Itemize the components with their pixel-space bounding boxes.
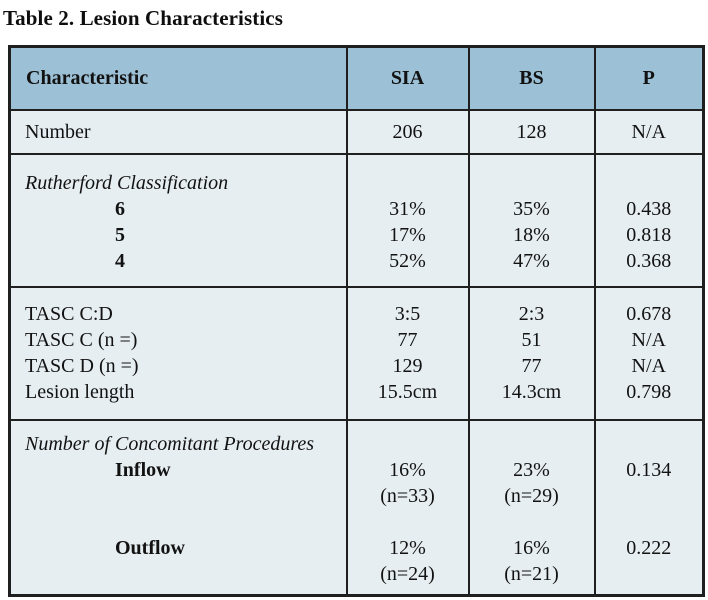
header-row: Characteristic SIA BS P xyxy=(8,45,705,111)
p-value xyxy=(596,431,703,457)
bs-value: 35% xyxy=(513,197,550,220)
p-value: 0.438 xyxy=(626,197,672,220)
bs-cell: 35% 18% 47% xyxy=(467,152,596,288)
p-cell: 0.134 0.222 xyxy=(593,418,705,596)
bs-value: (n=29) xyxy=(504,484,559,507)
bs-cell: 128 xyxy=(467,108,596,155)
header-bs: BS xyxy=(467,45,596,111)
sia-value xyxy=(348,431,468,457)
bs-value: 128 xyxy=(516,120,547,143)
row-label: TASC D (n =) xyxy=(25,354,139,377)
header-characteristic: Characteristic xyxy=(8,45,348,111)
row-label: 6 xyxy=(115,197,125,220)
p-cell: N/A xyxy=(593,108,705,155)
bs-cell: 2:3 51 77 14.3cm xyxy=(467,285,596,421)
sia-value: 3:5 xyxy=(394,302,421,325)
sia-value xyxy=(348,170,468,196)
sia-value: 17% xyxy=(389,223,426,246)
table-section-row: TASC C:D TASC C (n =) TASC D (n =) Lesion l… xyxy=(8,285,705,421)
row-label xyxy=(11,561,346,587)
table-title: Table 2. Lesion Characteristics xyxy=(3,6,283,30)
p-value: 0.134 xyxy=(626,458,672,481)
sia-value: 129 xyxy=(392,354,423,377)
p-cell: 0.438 0.818 0.368 xyxy=(593,152,705,288)
sia-value: 52% xyxy=(389,249,426,272)
p-value xyxy=(596,509,703,535)
sia-value: 16% xyxy=(389,458,426,481)
bs-value: 2:3 xyxy=(518,302,545,325)
row-label: Rutherford Classification xyxy=(25,171,229,194)
p-value xyxy=(596,170,703,196)
sia-cell: 3:5 77 129 15.5cm xyxy=(345,285,470,421)
sia-cell: 206 xyxy=(345,108,470,155)
bs-value: 18% xyxy=(513,223,550,246)
row-label: TASC C (n =) xyxy=(25,328,138,351)
p-value xyxy=(596,483,703,509)
row-label xyxy=(11,509,346,535)
p-value: N/A xyxy=(631,328,666,351)
row-label: Number xyxy=(25,120,91,143)
p-value: 0.368 xyxy=(626,249,672,272)
bs-value: (n=21) xyxy=(504,562,559,585)
lesion-characteristics-table: Characteristic SIA BS P Number 206 128 N/A R… xyxy=(8,45,705,597)
characteristic-cell: Number of Concomitant Procedures Inflow Ou… xyxy=(8,418,348,596)
sia-value xyxy=(348,509,468,535)
p-value: 0.678 xyxy=(626,302,672,325)
row-label xyxy=(11,483,346,509)
sia-value: (n=24) xyxy=(380,562,435,585)
p-value: 0.818 xyxy=(626,223,672,246)
p-value: N/A xyxy=(631,120,666,143)
row-label: Inflow xyxy=(115,458,171,481)
sia-cell: 31% 17% 52% xyxy=(345,152,470,288)
p-value: 0.222 xyxy=(626,536,672,559)
sia-value: 15.5cm xyxy=(377,380,438,403)
bs-value: 47% xyxy=(513,249,550,272)
row-label: Number of Concomitant Procedures xyxy=(25,432,315,455)
row-label: 4 xyxy=(115,249,125,272)
table-section-row: Rutherford Classification 6 5 4 31% 17% 52% 35%… xyxy=(8,152,705,288)
bs-value: 16% xyxy=(513,536,550,559)
header-p: P xyxy=(593,45,705,111)
row-label: Lesion length xyxy=(25,380,135,403)
table-section-row: Number 206 128 N/A xyxy=(8,108,705,155)
characteristic-cell: TASC C:D TASC C (n =) TASC D (n =) Lesion l… xyxy=(8,285,348,421)
sia-value: 12% xyxy=(389,536,426,559)
p-value: N/A xyxy=(631,354,666,377)
table-header: Characteristic SIA BS P xyxy=(8,45,705,111)
bs-value xyxy=(470,170,594,196)
table-body: Number 206 128 N/A Rutherford Classification… xyxy=(8,108,705,596)
p-value xyxy=(596,561,703,587)
p-cell: 0.678 N/A N/A 0.798 xyxy=(593,285,705,421)
table-section-row: Number of Concomitant Procedures Inflow Ou… xyxy=(8,418,705,596)
bs-cell: 23% (n=29) 16% (n=21) xyxy=(467,418,596,596)
sia-value: 31% xyxy=(389,197,426,220)
bs-value xyxy=(470,509,594,535)
bs-value: 14.3cm xyxy=(501,380,562,403)
bs-value: 23% xyxy=(513,458,550,481)
p-value: 0.798 xyxy=(626,380,672,403)
sia-value: (n=33) xyxy=(380,484,435,507)
header-sia: SIA xyxy=(345,45,470,111)
bs-value: 77 xyxy=(521,354,542,377)
bs-value: 51 xyxy=(521,328,542,351)
characteristic-cell: Number xyxy=(8,108,348,155)
characteristic-cell: Rutherford Classification 6 5 4 xyxy=(8,152,348,288)
row-label: TASC C:D xyxy=(25,302,113,325)
sia-cell: 16% (n=33) 12% (n=24) xyxy=(345,418,470,596)
row-label: Outflow xyxy=(115,536,185,559)
sia-value: 77 xyxy=(397,328,418,351)
row-label: 5 xyxy=(115,223,125,246)
bs-value xyxy=(470,431,594,457)
sia-value: 206 xyxy=(392,120,423,143)
